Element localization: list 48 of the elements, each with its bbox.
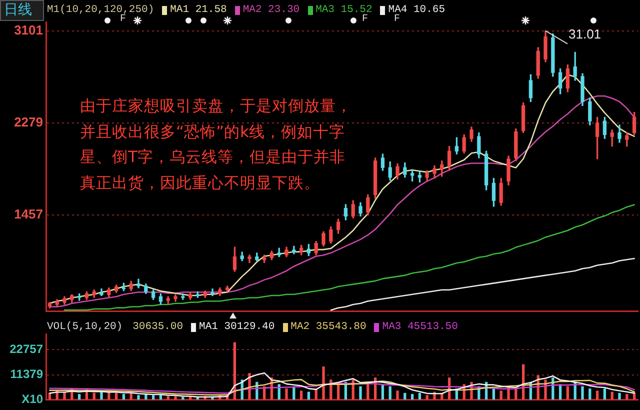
- bar: [285, 388, 288, 400]
- bar: [300, 390, 303, 400]
- bar: [500, 390, 502, 400]
- text: 30635.00: [132, 321, 184, 334]
- bar: [566, 386, 570, 400]
- annotation: 31.01: [568, 26, 602, 42]
- legend-label: MA1 30129.40: [199, 321, 275, 334]
- bar: [152, 395, 155, 400]
- y-tick-label: 11379: [10, 367, 44, 382]
- y-tick-label: 22757: [10, 342, 44, 356]
- bar: [166, 396, 170, 400]
- legend-label: MA3 45513.50: [382, 321, 458, 334]
- annotation: 由于庄家想吸引卖盘，于是对倒放量，并且收出很多“恐怖”的k线，例如十字星、倒T字，乌云线等，但是由于并非真正出货，因此重心不明显下跌。: [80, 96, 353, 194]
- y-tick-label: 3101: [14, 22, 43, 38]
- bar: [137, 395, 140, 400]
- annotation: F: [362, 14, 368, 26]
- candlestick: [210, 288, 214, 296]
- bar: [63, 392, 66, 400]
- y-tick-label: X10: [22, 392, 44, 406]
- legend-title: VOL(5,10,20): [47, 321, 123, 334]
- chart-title: 日线: [0, 0, 44, 21]
- legend-label: MA1 21.58: [170, 4, 227, 17]
- bar: [174, 396, 177, 400]
- bar: [359, 386, 362, 400]
- bar: [114, 392, 118, 400]
- bar: [581, 386, 584, 400]
- bar: [626, 394, 628, 400]
- bar: [596, 390, 599, 400]
- bar: [618, 392, 621, 400]
- y-tick-label: 2279: [14, 114, 43, 130]
- bar: [388, 386, 392, 400]
- annotation: F: [394, 14, 400, 26]
- bar: [410, 394, 414, 400]
- legend-label: MA2 23.30: [242, 4, 300, 17]
- bar: [588, 388, 592, 400]
- bar: [426, 395, 428, 400]
- bar: [78, 394, 81, 400]
- legend-title: M1(10,20,120,250): [47, 4, 154, 16]
- annotation: F: [120, 14, 126, 26]
- y-tick-label: 1457: [14, 206, 43, 222]
- bar: [92, 392, 96, 400]
- bar: [404, 392, 406, 400]
- bar: [396, 390, 399, 400]
- bar: [418, 392, 422, 400]
- bar: [603, 388, 606, 400]
- bar: [122, 394, 126, 400]
- legend-label: MA2 35543.80: [290, 321, 366, 334]
- bar: [322, 366, 325, 400]
